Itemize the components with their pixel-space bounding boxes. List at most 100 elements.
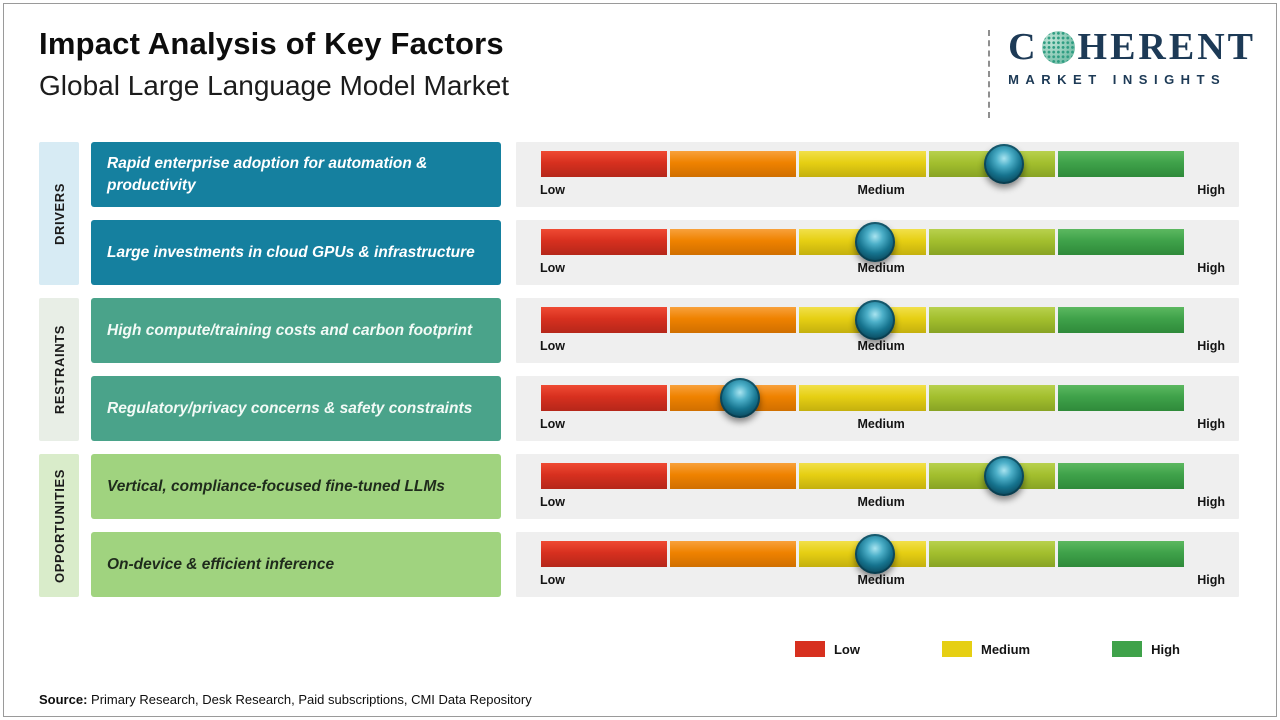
- slide-canvas: Impact Analysis of Key Factors Global La…: [3, 3, 1277, 717]
- impact-knob: [855, 534, 896, 574]
- impact-rows: Rapid enterprise adoption for automation…: [91, 142, 1239, 597]
- impact-knob: [720, 378, 761, 418]
- category-drivers: DRIVERS: [39, 142, 79, 285]
- bar-segment-low: [541, 151, 668, 177]
- logo-letter-c: C: [1008, 26, 1039, 68]
- scale-label-medium: Medium: [857, 417, 905, 431]
- factor-text: High compute/training costs and carbon f…: [107, 321, 473, 339]
- bar-segment-high: [1057, 307, 1185, 333]
- scale-labels: Low Medium High: [540, 417, 1225, 431]
- impact-bar-wrap: [541, 222, 1185, 262]
- legend-item-medium: Medium: [941, 641, 1030, 657]
- brand-logo: C HERENT MARKET INSIGHTS: [988, 26, 1256, 118]
- legend-item-high: High: [1112, 641, 1180, 657]
- impact-bar-wrap: [541, 378, 1185, 418]
- page-subtitle: Global Large Language Model Market: [39, 70, 510, 101]
- bar-segment-medium-high: [928, 307, 1055, 333]
- factor-text: Large investments in cloud GPUs & infras…: [107, 243, 475, 261]
- scale-label-low: Low: [540, 573, 565, 587]
- impact-row: On-device & efficient inference Low Medi…: [91, 532, 1239, 597]
- scale-label-high: High: [1197, 261, 1225, 275]
- legend-swatch-high: [1112, 641, 1143, 657]
- bar-segment-medium-high: [928, 229, 1055, 255]
- scale-label-high: High: [1197, 573, 1225, 587]
- bar-segment-low-medium: [670, 463, 797, 489]
- factor-text: Regulatory/privacy concerns & safety con…: [107, 399, 473, 417]
- category-label: DRIVERS: [51, 182, 67, 245]
- impact-bar-wrap: [541, 300, 1185, 340]
- impact-row: Large investments in cloud GPUs & infras…: [91, 220, 1239, 285]
- logo-tagline: MARKET INSIGHTS: [1008, 72, 1227, 87]
- scale-label-low: Low: [540, 183, 565, 197]
- logo-letters-rest: HERENT: [1077, 26, 1256, 68]
- scale-labels: Low Medium High: [540, 339, 1225, 353]
- bar-segment-medium: [799, 151, 926, 177]
- impact-knob: [983, 456, 1024, 496]
- factor-text: On-device & efficient inference: [107, 555, 335, 573]
- impact-knob: [983, 144, 1024, 184]
- bar-segment-low: [541, 307, 668, 333]
- impact-gradient-bar: [541, 385, 1185, 411]
- impact-scale: Low Medium High: [516, 454, 1239, 519]
- impact-gradient-bar: [541, 463, 1185, 489]
- impact-bar-wrap: [541, 144, 1185, 184]
- legend-swatch-low: [794, 641, 825, 657]
- impact-knob: [855, 222, 896, 262]
- scale-label-low: Low: [540, 495, 565, 509]
- impact-bar-wrap: [541, 534, 1185, 574]
- legend-label-low: Low: [833, 641, 860, 657]
- logo-divider: [988, 30, 991, 118]
- legend: Low Medium High: [4, 641, 1180, 657]
- impact-scale: Low Medium High: [516, 142, 1239, 207]
- bar-segment-medium: [799, 463, 926, 489]
- bar-segment-low: [541, 541, 668, 567]
- impact-row: High compute/training costs and carbon f…: [91, 298, 1239, 363]
- impact-row: Rapid enterprise adoption for automation…: [91, 142, 1239, 207]
- impact-gradient-bar: [541, 151, 1185, 177]
- bar-segment-medium-high: [928, 541, 1055, 567]
- factor-box: On-device & efficient inference: [91, 532, 501, 597]
- impact-matrix: DRIVERS RESTRAINTS OPPORTUNITIES Rapid e…: [4, 142, 1276, 597]
- category-label: RESTRAINTS: [51, 324, 67, 415]
- impact-scale: Low Medium High: [516, 298, 1239, 363]
- title-block: Impact Analysis of Key Factors Global La…: [39, 26, 509, 102]
- factor-box: High compute/training costs and carbon f…: [91, 298, 501, 363]
- legend-label-high: High: [1151, 641, 1180, 657]
- scale-label-high: High: [1197, 339, 1225, 353]
- category-label: OPPORTUNITIES: [51, 468, 67, 583]
- bar-segment-low-medium: [670, 151, 797, 177]
- bar-segment-medium-high: [928, 385, 1055, 411]
- scale-labels: Low Medium High: [540, 261, 1225, 275]
- scale-label-high: High: [1197, 495, 1225, 509]
- impact-scale: Low Medium High: [516, 220, 1239, 285]
- scale-labels: Low Medium High: [540, 183, 1225, 197]
- bar-segment-low-medium: [670, 229, 797, 255]
- source-text: Primary Research, Desk Research, Paid su…: [87, 692, 532, 707]
- bar-segment-low: [541, 229, 668, 255]
- factor-text: Rapid enterprise adoption for automation…: [107, 155, 428, 194]
- scale-label-low: Low: [540, 417, 565, 431]
- bar-segment-high: [1057, 463, 1185, 489]
- bar-segment-medium: [799, 385, 926, 411]
- impact-row: Regulatory/privacy concerns & safety con…: [91, 376, 1239, 441]
- header: Impact Analysis of Key Factors Global La…: [4, 4, 1276, 142]
- impact-scale: Low Medium High: [516, 532, 1239, 597]
- bar-segment-high: [1057, 229, 1185, 255]
- factor-box: Large investments in cloud GPUs & infras…: [91, 220, 501, 285]
- bar-segment-high: [1057, 541, 1185, 567]
- scale-label-medium: Medium: [857, 183, 905, 197]
- impact-scale: Low Medium High: [516, 376, 1239, 441]
- globe-icon: [1041, 30, 1075, 64]
- factor-box: Vertical, compliance-focused fine-tuned …: [91, 454, 501, 519]
- bar-segment-high: [1057, 385, 1185, 411]
- logo-text: C HERENT MARKET INSIGHTS: [1008, 28, 1256, 87]
- legend-swatch-medium: [941, 641, 972, 657]
- source-note: Source: Primary Research, Desk Research,…: [39, 692, 532, 707]
- category-opportunities: OPPORTUNITIES: [39, 454, 79, 597]
- factor-text: Vertical, compliance-focused fine-tuned …: [107, 477, 445, 495]
- scale-label-medium: Medium: [857, 495, 905, 509]
- page-title: Impact Analysis of Key Factors: [39, 26, 504, 61]
- impact-bar-wrap: [541, 456, 1185, 496]
- category-column: DRIVERS RESTRAINTS OPPORTUNITIES: [39, 142, 79, 597]
- impact-row: Vertical, compliance-focused fine-tuned …: [91, 454, 1239, 519]
